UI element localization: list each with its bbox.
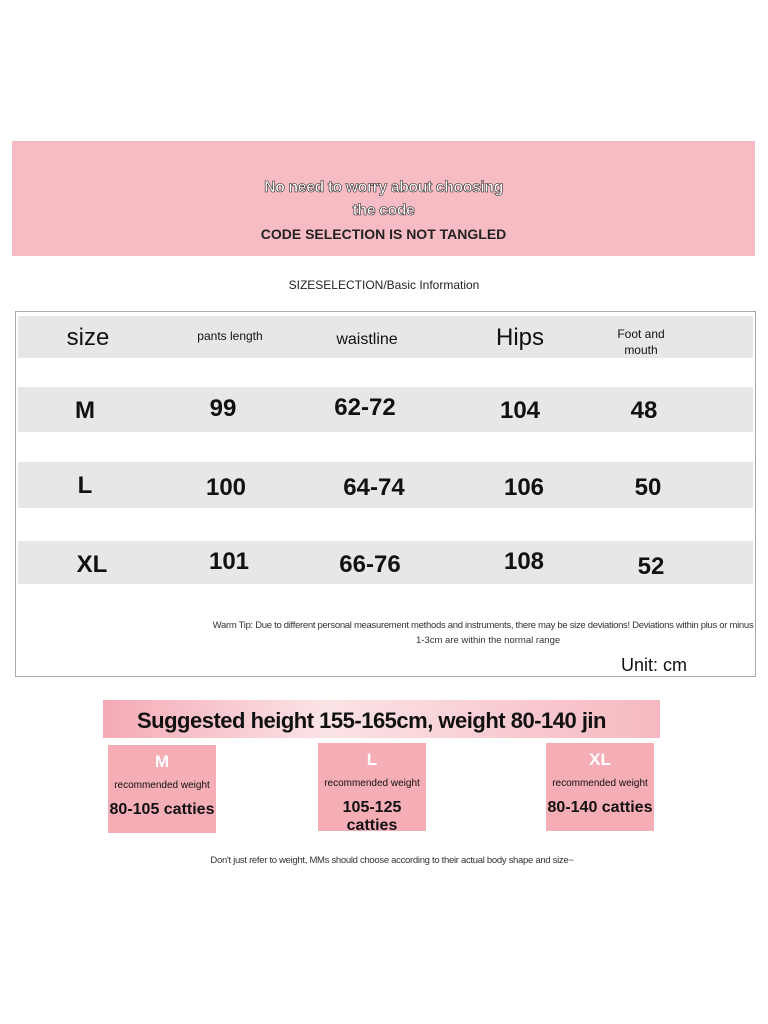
card-weight: 80-140 catties bbox=[547, 799, 653, 816]
banner-line-3: CODE SELECTION IS NOT TANGLED bbox=[260, 226, 507, 242]
table-row: XL 101 66-76 108 52 bbox=[18, 541, 753, 584]
cell-size: M bbox=[75, 397, 95, 424]
size-card-xl: XL recommended weight 80-140 catties bbox=[546, 743, 654, 831]
table-row: L 100 64-74 106 50 bbox=[18, 462, 753, 508]
unit-label: Unit: cm bbox=[621, 655, 688, 675]
header-foot-and-mouth: Foot and mouth bbox=[617, 327, 665, 357]
card-label: recommended weight bbox=[324, 778, 420, 789]
size-card-m: M recommended weight 80-105 catties bbox=[108, 745, 216, 833]
cell-waistline: 66-76 bbox=[339, 551, 401, 578]
header-waistline: waistline bbox=[336, 331, 398, 348]
cell-hips: 106 bbox=[503, 474, 545, 501]
card-size: M bbox=[154, 752, 170, 771]
card-label: recommended weight bbox=[552, 778, 648, 789]
size-card-l: L recommended weight 105-125 catties bbox=[318, 743, 426, 834]
cell-waistline: 62-72 bbox=[334, 394, 396, 421]
cell-foot-mouth: 50 bbox=[634, 474, 662, 501]
suggestion-banner: Suggested height 155-165cm, weight 80-14… bbox=[103, 700, 660, 738]
cell-foot-mouth: 48 bbox=[630, 397, 658, 424]
header-size: size bbox=[66, 324, 110, 351]
banner-line-2: the code bbox=[352, 202, 415, 220]
card-weight: 105-125 catties bbox=[342, 799, 402, 834]
banner-line-1: No need to worry about choosing bbox=[264, 179, 504, 197]
cell-pants-length: 99 bbox=[209, 395, 237, 422]
cell-pants-length: 101 bbox=[208, 548, 250, 575]
cell-foot-mouth: 52 bbox=[637, 553, 665, 580]
footnote: Don't just refer to weight, MMs should c… bbox=[210, 855, 574, 866]
header-hips: Hips bbox=[495, 324, 545, 351]
warm-tip-line-2: 1-3cm are within the normal range bbox=[416, 635, 561, 646]
cell-waistline: 64-74 bbox=[343, 474, 405, 501]
header-banner: No need to worry about choosing the code… bbox=[12, 141, 755, 256]
cell-pants-length: 100 bbox=[205, 474, 247, 501]
cell-size: XL bbox=[76, 551, 108, 578]
card-weight: 80-105 catties bbox=[109, 801, 215, 818]
size-table bbox=[15, 311, 756, 677]
card-size: L bbox=[366, 750, 378, 769]
header-pants-length: pants length bbox=[197, 329, 263, 343]
table-header-row: size pants length waistline Hips Foot an… bbox=[18, 316, 753, 358]
cell-hips: 108 bbox=[503, 548, 545, 575]
card-size: XL bbox=[589, 750, 611, 769]
card-label: recommended weight bbox=[114, 780, 210, 791]
cell-size: L bbox=[77, 472, 93, 499]
cell-hips: 104 bbox=[499, 397, 541, 424]
warm-tip-line-1: Warm Tip: Due to different personal meas… bbox=[212, 620, 754, 631]
table-row: M 99 62-72 104 48 bbox=[18, 387, 753, 432]
suggestion-text: Suggested height 155-165cm, weight 80-14… bbox=[137, 708, 607, 733]
section-subtitle: SIZESELECTION/Basic Information bbox=[288, 278, 480, 292]
